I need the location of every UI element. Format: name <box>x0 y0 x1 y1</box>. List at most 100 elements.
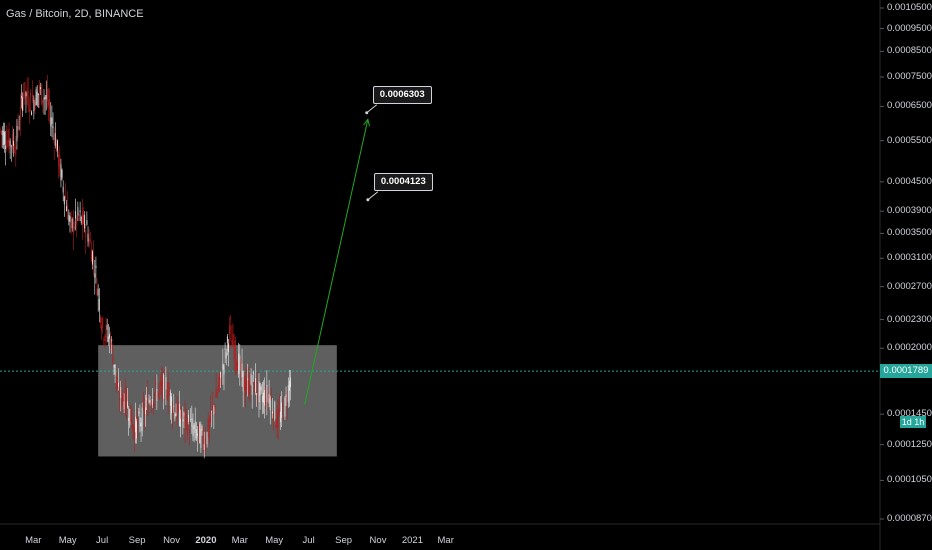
candle-body <box>164 373 166 375</box>
candle-body <box>222 363 224 370</box>
x-tick-label: Jul <box>302 535 315 546</box>
candle-body <box>93 255 95 262</box>
candle-body <box>141 407 143 432</box>
candle-body <box>184 410 186 427</box>
candle-body <box>209 409 211 422</box>
candle-body <box>35 89 37 106</box>
candle-body <box>186 426 188 435</box>
candle-body <box>247 378 249 381</box>
candle-body <box>106 324 108 330</box>
candle-body <box>66 206 68 212</box>
candle-body <box>242 370 244 392</box>
candle-body <box>219 374 220 382</box>
candle-body <box>266 384 268 403</box>
candle-body <box>36 91 38 106</box>
candle-body <box>205 446 207 447</box>
y-tick-label: 0.0001250 <box>887 438 932 450</box>
candle-body <box>6 140 8 149</box>
candle-body <box>27 90 29 108</box>
candle-body <box>156 388 158 402</box>
candle-body <box>123 401 125 409</box>
y-tick-label: 0.0002700 <box>887 280 932 292</box>
candle-body <box>216 392 218 396</box>
candle-body <box>80 217 82 223</box>
candle-body <box>58 154 60 167</box>
candle-body <box>241 363 243 378</box>
candle-body <box>284 398 286 417</box>
candle-body <box>102 318 104 328</box>
candle-body <box>154 393 156 398</box>
projection-arrowhead <box>363 118 370 127</box>
candle-body <box>75 211 77 219</box>
candle-body <box>98 299 100 311</box>
candle-body <box>143 407 145 417</box>
candle-body <box>273 413 275 422</box>
callout-label: 0.0004123 <box>373 172 433 191</box>
candle-body <box>190 419 192 420</box>
candle-body <box>119 397 121 400</box>
candle-body <box>96 287 98 296</box>
candle-body <box>40 87 42 90</box>
candle-body <box>52 126 54 128</box>
candle-body <box>229 325 231 334</box>
candle-body <box>87 233 89 242</box>
candle-body <box>165 377 167 390</box>
candle-body <box>105 325 107 338</box>
candle-body <box>223 365 225 375</box>
candle-body <box>134 416 136 433</box>
candle-body <box>44 96 46 100</box>
candle-body <box>237 362 238 372</box>
y-tick-label: 0.0010500 <box>887 2 932 13</box>
candle-body <box>261 395 263 403</box>
candle-body <box>213 406 215 415</box>
candle-body <box>224 348 226 350</box>
candle-body <box>43 97 45 100</box>
candle-body <box>95 265 97 269</box>
candle-body <box>51 117 53 124</box>
candle-body <box>45 94 47 99</box>
candle-body <box>15 146 17 156</box>
candle-body <box>155 382 157 385</box>
x-tick-label: 2020 <box>195 535 217 546</box>
candle-body <box>76 217 78 226</box>
candle-body <box>183 412 185 416</box>
candle-body <box>171 396 172 414</box>
candle-body <box>132 425 134 431</box>
candle-body <box>125 389 127 408</box>
candle-body <box>118 382 119 387</box>
candle-body <box>260 386 262 391</box>
candle-body <box>194 420 196 434</box>
candle-body <box>88 237 90 245</box>
candle-body <box>57 140 58 151</box>
x-tick-label: May <box>58 535 77 546</box>
candle-body <box>169 391 171 406</box>
candle-body <box>113 364 115 368</box>
candle-body <box>2 130 4 146</box>
candle-body <box>107 336 109 342</box>
candle-body <box>121 389 123 406</box>
candle-body <box>77 207 79 216</box>
candle-body <box>200 428 202 449</box>
last-price-label: 0.0001789 <box>880 364 932 379</box>
candle-body <box>101 325 103 331</box>
candle-body <box>142 403 144 408</box>
candle-body <box>212 406 214 408</box>
candle-body <box>185 411 187 418</box>
candle-body <box>70 216 72 219</box>
x-tick-label: 2021 <box>401 535 423 546</box>
candle-body <box>163 374 165 399</box>
candle-body <box>7 139 9 143</box>
candle-body <box>129 408 131 426</box>
candle-body <box>89 239 91 242</box>
projection-arrow <box>304 119 369 405</box>
candle-body <box>148 400 150 402</box>
y-tick-label: 0.0002300 <box>887 313 932 325</box>
candle-body <box>120 387 122 398</box>
candle-body <box>211 411 213 413</box>
candle-body <box>63 196 65 205</box>
x-tick-label: Mar <box>25 535 42 546</box>
candle-body <box>206 432 208 445</box>
candle-body <box>28 108 30 112</box>
candle-body <box>162 378 163 390</box>
